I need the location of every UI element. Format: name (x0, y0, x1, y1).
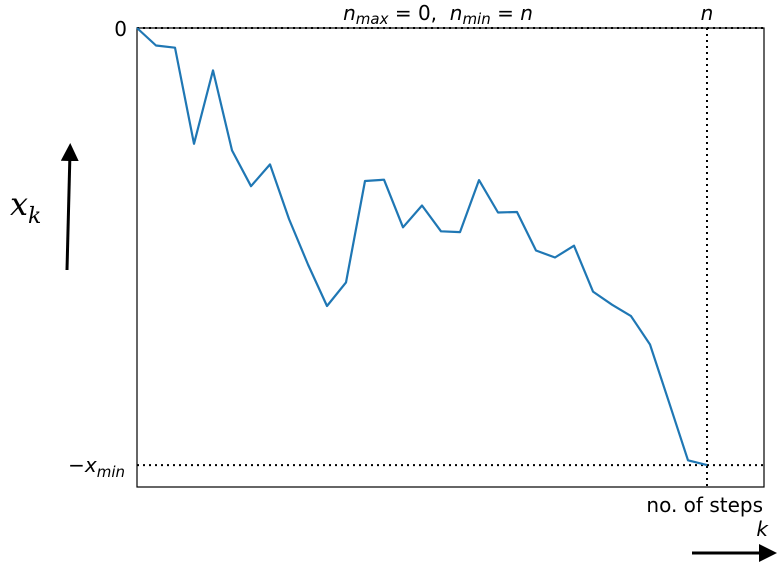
y-tick-label-zero: 0 (114, 17, 127, 41)
x-axis-label: no. of steps (646, 493, 763, 517)
x-axis-variable: k (756, 517, 769, 541)
y-axis-label: xk (10, 185, 41, 229)
chart-title: nmax = 0, nmin = n (343, 1, 533, 28)
n-marker-label: n (701, 1, 714, 25)
y-tick-label-xmin: −xmin (68, 453, 125, 481)
plot-frame (137, 28, 764, 487)
y-axis-arrow (67, 152, 70, 270)
series-line (137, 28, 707, 465)
